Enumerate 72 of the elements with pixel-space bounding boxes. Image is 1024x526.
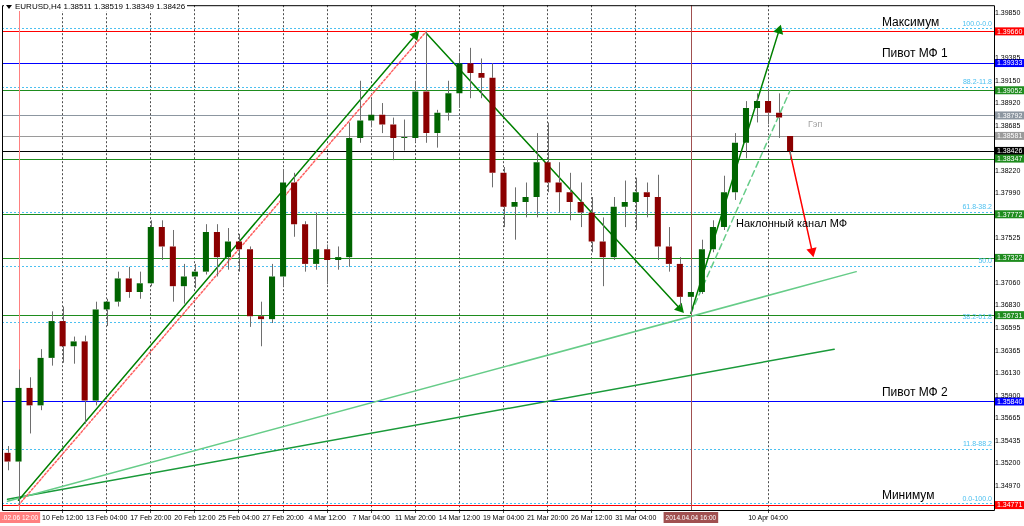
candlestick <box>346 121 353 268</box>
candlestick <box>412 80 419 143</box>
candlestick <box>709 219 716 253</box>
candlestick <box>324 244 331 285</box>
candlestick <box>731 132 739 201</box>
candlestick <box>621 180 628 228</box>
annotation: Максимум <box>881 14 940 29</box>
candlestick <box>445 80 452 121</box>
candlestick <box>280 168 287 287</box>
candlestick <box>26 376 33 434</box>
annotation: Пивот МФ 1 <box>881 46 949 61</box>
candlestick <box>114 271 121 308</box>
candlestick <box>302 220 309 273</box>
candlestick <box>787 136 794 160</box>
candlestick <box>522 182 529 218</box>
candlestick <box>610 196 617 261</box>
candlestick <box>765 88 772 125</box>
candlestick <box>599 216 606 287</box>
candlestick <box>390 117 397 161</box>
candlestick <box>467 47 474 99</box>
candlestick <box>720 175 727 231</box>
candlestick <box>511 186 518 241</box>
candlestick <box>81 335 88 425</box>
annotation: Минимум <box>881 488 935 503</box>
candlestick <box>423 30 430 144</box>
candlestick <box>753 92 761 123</box>
candlestick <box>379 102 386 134</box>
candlestick <box>632 177 639 231</box>
candlestick <box>665 226 672 273</box>
candlestick <box>566 172 573 221</box>
candlestick <box>489 62 496 188</box>
candlestick <box>213 223 220 277</box>
candlestick <box>434 109 441 149</box>
candlestick <box>15 369 22 506</box>
candlestick <box>169 229 176 303</box>
candlestick <box>577 182 584 228</box>
candlestick <box>478 57 485 99</box>
candlestick <box>224 227 231 271</box>
chart-title: EURUSD,H4 1.38511 1.38519 1.38349 1.38426 <box>15 2 186 11</box>
candlestick <box>269 263 276 324</box>
candlestick <box>544 121 551 193</box>
candlestick <box>588 196 595 253</box>
candlestick <box>698 239 705 295</box>
annotation: Пивот МФ 2 <box>881 384 949 399</box>
candlestick <box>500 166 507 228</box>
candlestick <box>368 98 375 128</box>
candlestick <box>70 336 77 365</box>
candlestick <box>643 182 650 218</box>
candlestick <box>4 445 11 471</box>
candlestick <box>59 306 66 364</box>
candlestick <box>257 301 265 347</box>
candlestick <box>357 80 364 144</box>
candlestick <box>776 92 783 139</box>
candlestick <box>147 219 154 287</box>
candlestick <box>313 212 320 271</box>
candlestick <box>125 266 132 299</box>
candlestick <box>48 310 55 367</box>
candlestick <box>180 263 187 305</box>
candlestick <box>37 348 44 411</box>
candlestick <box>654 174 661 261</box>
candlestick <box>687 259 694 315</box>
candlestick <box>202 223 209 276</box>
candlestick <box>291 172 298 238</box>
candlestick <box>533 132 540 218</box>
annotation: Гэп <box>808 119 823 130</box>
candlestick <box>335 245 342 271</box>
candlestick <box>136 271 143 300</box>
candlestick <box>246 245 254 328</box>
candlestick <box>158 219 165 261</box>
candlestick <box>742 100 750 159</box>
candlestick <box>456 53 463 109</box>
candlestick <box>555 161 562 214</box>
